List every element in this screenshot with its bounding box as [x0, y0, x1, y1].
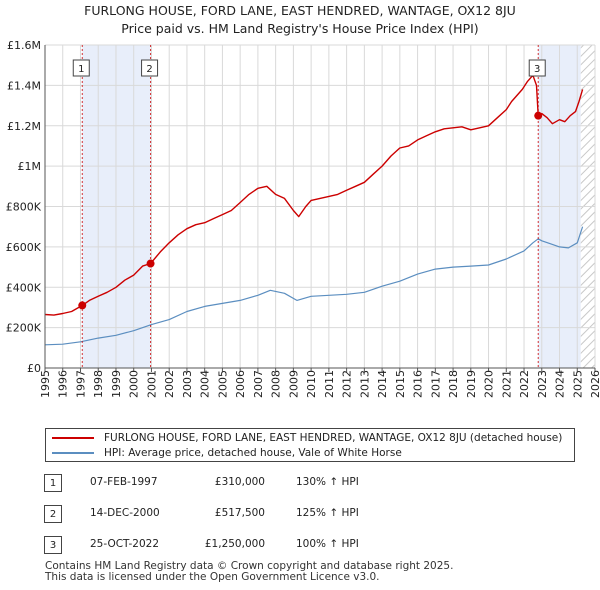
x-tick-label: 1999 [110, 370, 123, 398]
y-tick-label: £200K [6, 322, 42, 335]
x-tick-label: 2001 [145, 370, 158, 398]
sale-hpi-change: 125% ↑ HPI [296, 507, 359, 519]
footer-line2: This data is licensed under the Open Gov… [45, 571, 380, 583]
x-tick-label: 2013 [358, 370, 371, 398]
chart-title-line1: FURLONG HOUSE, FORD LANE, EAST HENDRED, … [84, 3, 516, 18]
sale-price: £1,250,000 [204, 538, 265, 550]
sale-marker: 3 [44, 536, 62, 554]
sale-date: 14-DEC-2000 [90, 507, 160, 519]
x-tick-label: 2008 [270, 370, 283, 398]
sale-marker: 1 [44, 474, 62, 492]
sale-price: £310,000 [214, 476, 265, 488]
sale-row: 3 25-OCT-2022 £1,250,000 100% ↑ HPI [44, 536, 444, 556]
legend-item-hpi: HPI: Average price, detached house, Vale… [52, 445, 402, 461]
legend: FURLONG HOUSE, FORD LANE, EAST HENDRED, … [45, 428, 575, 462]
y-tick-label: £1.4M [7, 79, 41, 92]
x-tick-label: 1995 [39, 370, 52, 398]
footer-notice: Contains HM Land Registry data © Crown c… [45, 561, 453, 583]
chart-title-line2: Price paid vs. HM Land Registry's House … [121, 21, 479, 36]
x-tick-label: 2017 [429, 370, 442, 398]
sale-marker-label: 2 [146, 64, 152, 75]
x-tick-label: 2003 [181, 370, 194, 398]
x-tick-label: 2006 [234, 370, 247, 398]
legend-swatch-red [52, 437, 94, 439]
x-tick-label: 2002 [163, 370, 176, 398]
x-tick-label: 2005 [216, 370, 229, 398]
chart-title: FURLONG HOUSE, FORD LANE, EAST HENDRED, … [0, 2, 600, 38]
x-tick-label: 2011 [323, 370, 336, 398]
y-tick-label: £0 [27, 362, 41, 375]
x-tick-label: 2014 [376, 370, 389, 398]
sale-hpi-change: 130% ↑ HPI [296, 476, 359, 488]
sale-point [534, 111, 543, 120]
x-tick-label: 2024 [554, 370, 567, 398]
legend-item-property: FURLONG HOUSE, FORD LANE, EAST HENDRED, … [52, 430, 562, 446]
sale-marker-box [72, 59, 90, 77]
sale-row: 1 07-FEB-1997 £310,000 130% ↑ HPI [44, 474, 444, 494]
x-tick-label: 2015 [394, 370, 407, 398]
sale-point [146, 259, 155, 268]
sale-marker-label: 1 [78, 64, 84, 75]
y-tick-label: £1M [18, 160, 42, 173]
x-tick-label: 2020 [483, 370, 496, 398]
sale-marker-box [528, 59, 546, 77]
sale-marker-label: 3 [534, 64, 540, 75]
footer-line1: Contains HM Land Registry data © Crown c… [45, 560, 454, 572]
sale-marker-box [141, 59, 159, 77]
x-tick-label: 1998 [92, 370, 105, 398]
x-tick-label: 2016 [412, 370, 425, 398]
sale-hpi-change: 100% ↑ HPI [296, 538, 359, 550]
y-tick-label: £1.2M [7, 120, 41, 133]
x-tick-label: 2019 [465, 370, 478, 398]
x-tick-label: 2018 [447, 370, 460, 398]
x-tick-label: 2000 [128, 370, 141, 398]
sale-marker: 2 [44, 505, 62, 523]
x-tick-label: 2004 [199, 370, 212, 398]
x-tick-label: 2012 [341, 370, 354, 398]
x-tick-label: 2022 [518, 370, 531, 398]
price-chart: 1 2 3 £0 £200K £400K £600K £800K £1M £1.2M £1.4M £… [6, 39, 600, 398]
x-tick-label: 1996 [57, 370, 70, 398]
series-line-property [44, 74, 584, 316]
y-tick-label: £800K [6, 201, 42, 214]
sale-row: 2 14-DEC-2000 £517,500 125% ↑ HPI [44, 505, 444, 525]
sale-date: 25-OCT-2022 [90, 538, 159, 550]
y-tick-label: £400K [6, 281, 42, 294]
x-tick-label: 1997 [74, 370, 87, 398]
legend-swatch-blue [52, 452, 94, 454]
x-tick-label: 2010 [305, 370, 318, 398]
x-tick-label: 2026 [589, 370, 600, 398]
y-tick-label: £1.6M [7, 39, 41, 52]
x-tick-label: 2021 [500, 370, 513, 398]
sale-date: 07-FEB-1997 [90, 476, 158, 488]
x-tick-label: 2007 [252, 370, 265, 398]
sale-point [78, 301, 87, 310]
legend-label-property: FURLONG HOUSE, FORD LANE, EAST HENDRED, … [104, 432, 563, 444]
sale-price: £517,500 [214, 507, 265, 519]
x-tick-label: 2025 [571, 370, 584, 398]
x-tick-label: 2009 [287, 370, 300, 398]
x-tick-label: 2023 [536, 370, 549, 398]
y-tick-label: £600K [6, 241, 42, 254]
legend-label-hpi: HPI: Average price, detached house, Vale… [104, 447, 402, 459]
